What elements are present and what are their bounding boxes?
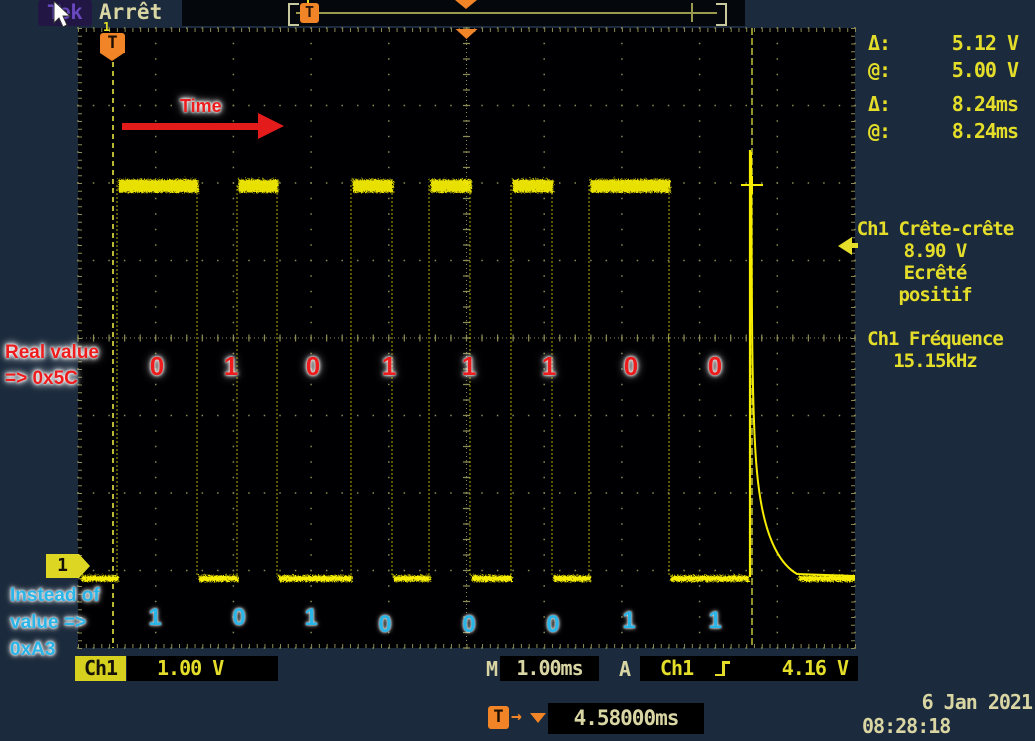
record-window-right-bracket	[716, 3, 727, 26]
bit-label: 1	[622, 607, 636, 634]
real-value-line1: Real value	[5, 342, 99, 363]
right-arrow-icon: →	[511, 706, 522, 727]
horizontal-position-value: 4.58000ms	[548, 703, 704, 734]
at-voltage-value: 5.00 V	[951, 58, 1019, 82]
measurement-frequency: Ch1 Fréquence 15.15kHz	[835, 328, 1035, 372]
measurement-warning: Ecrêté	[903, 262, 968, 284]
bit-label: 0	[378, 611, 392, 638]
bit-label: 1	[223, 351, 239, 381]
time-arrow-head-icon	[258, 113, 284, 139]
time-arrow-shaft	[122, 123, 260, 130]
bit-label: 1	[541, 351, 557, 381]
bit-label: 1	[708, 607, 722, 634]
bit-label: 0	[149, 351, 165, 381]
timebase-m-label: M	[486, 657, 499, 681]
bit-label: 0	[305, 351, 321, 381]
bit-label: 1	[304, 604, 318, 631]
trigger-position-flag-icon: T	[100, 33, 125, 61]
horizontal-position-t-icon: T	[488, 706, 509, 729]
measurement-peak-to-peak: Ch1 Crête-crête 8.90 V Ecrêté positif	[835, 218, 1035, 306]
channel1-ground-marker: 1	[46, 554, 90, 578]
trigger-level-arrow-icon	[838, 237, 852, 255]
measurement-title: Ch1 Crête-crête	[856, 218, 1015, 240]
trigger-a-label: A	[619, 657, 632, 681]
real-value-annotation: Real value => 0x5C	[5, 340, 99, 392]
record-bar-line	[296, 12, 717, 14]
graticule-area	[78, 28, 855, 648]
channel1-scale: 1.00 V	[127, 656, 278, 681]
bit-label: 0	[623, 351, 639, 381]
measurement-warning: positif	[898, 284, 972, 306]
instead-line3: 0xA3	[10, 639, 56, 660]
bit-label: 1	[461, 351, 477, 381]
instead-line2: value =>	[10, 612, 87, 633]
cursor-delta-time: Δ: 8.24ms @: 8.24ms	[868, 92, 1019, 143]
at-symbol: @:	[868, 58, 891, 82]
at-time-value: 8.24ms	[951, 119, 1019, 143]
at-symbol: @:	[868, 119, 891, 143]
measurement-value: 8.90 V	[903, 240, 968, 262]
cursor1-number: 1	[103, 20, 111, 34]
date-label: 6 Jan 2021	[921, 690, 1033, 714]
instead-line1: Instead of	[10, 585, 100, 606]
bit-label: 1	[381, 351, 397, 381]
record-cursor-tick	[691, 3, 693, 22]
bit-label: 0	[232, 604, 246, 631]
record-trigger-icon: T	[300, 0, 319, 23]
channel1-badge: Ch1	[75, 656, 126, 681]
delta-voltage-value: 5.12 V	[951, 31, 1019, 55]
bit-label: 1	[148, 604, 162, 631]
measurement-title: Ch1 Fréquence	[867, 328, 1004, 350]
time-label: 08:28:18	[862, 714, 951, 738]
trigger-readout: Ch1 4.16 V	[640, 656, 858, 681]
real-value-line2: => 0x5C	[5, 368, 78, 389]
trigger-level-arrow-tail	[851, 243, 858, 248]
measurement-value: 15.15kHz	[893, 350, 978, 372]
bit-label: 0	[462, 611, 476, 638]
delta-symbol: Δ:	[868, 31, 891, 55]
trigger-level-value: 4.16 V	[781, 656, 849, 680]
trigger-source: Ch1	[660, 656, 694, 680]
tek-logo: Tek	[38, 0, 92, 26]
down-triangle-icon	[530, 713, 546, 723]
delta-symbol: Δ:	[868, 92, 891, 116]
bit-label: 0	[546, 611, 560, 638]
time-annotation: Time	[180, 96, 222, 116]
record-center-triangle-icon	[455, 0, 477, 9]
acquisition-status: Arrêt	[99, 0, 163, 24]
datetime: 6 Jan 2021 08:28:18	[840, 690, 1033, 738]
timebase-value: 1.00ms	[500, 656, 599, 681]
instead-value-annotation: Instead of value => 0xA3	[10, 582, 100, 663]
delta-time-value: 8.24ms	[951, 92, 1019, 116]
bit-label: 0	[707, 351, 723, 381]
rising-edge-icon	[715, 661, 731, 676]
cursor-delta-voltage: Δ: 5.12 V @: 5.00 V	[868, 31, 1019, 82]
record-window-left-bracket	[288, 3, 299, 26]
